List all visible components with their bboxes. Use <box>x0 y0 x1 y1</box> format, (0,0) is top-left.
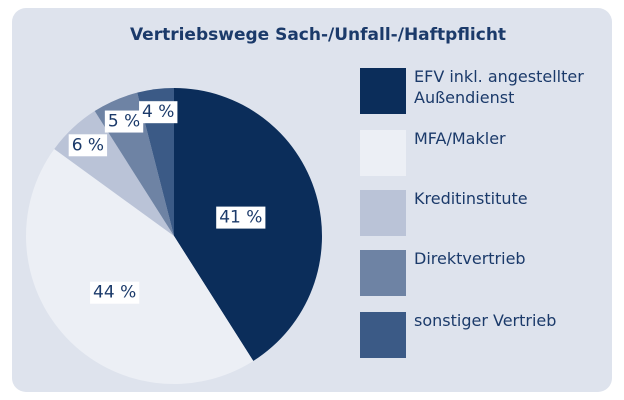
legend-swatch <box>360 312 406 358</box>
legend-label: sonstiger Vertrieb <box>414 311 557 330</box>
legend-label: Kreditinstitute <box>414 189 528 208</box>
legend-swatch <box>360 250 406 296</box>
data-label-box <box>216 206 266 229</box>
data-label-box <box>139 101 178 124</box>
chart-title: Vertriebswege Sach-/Unfall-/Haftpflicht <box>130 25 506 45</box>
data-label: 44 % <box>93 283 136 303</box>
pie-slice <box>25 149 254 385</box>
pie-slice <box>137 88 174 236</box>
data-label-box <box>68 134 108 157</box>
legend-label: EFV inkl. angestellter Außendienst <box>414 67 584 107</box>
data-label-box <box>90 281 140 304</box>
data-label: 6 % <box>72 135 104 155</box>
legend-swatch <box>360 130 406 176</box>
legend-swatch <box>360 190 406 236</box>
data-label-box <box>104 110 144 133</box>
data-label: 41 % <box>219 208 262 228</box>
data-label: 5 % <box>108 112 140 132</box>
data-label: 4 % <box>142 102 174 122</box>
legend-swatch <box>360 68 406 114</box>
legend-label: MFA/Makler <box>414 129 506 148</box>
legend-label: Direktvertrieb <box>414 249 526 268</box>
